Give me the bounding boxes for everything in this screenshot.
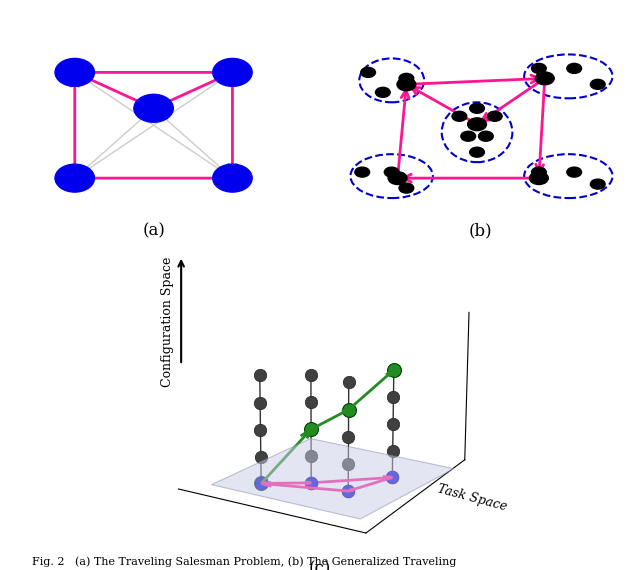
Circle shape <box>531 167 547 177</box>
Circle shape <box>397 78 416 91</box>
Circle shape <box>567 63 582 74</box>
Circle shape <box>535 72 554 85</box>
Circle shape <box>590 79 605 89</box>
Circle shape <box>212 59 252 86</box>
Circle shape <box>529 172 548 185</box>
Text: Configuration Space: Configuration Space <box>161 257 174 387</box>
Title: (c): (c) <box>309 561 331 570</box>
Circle shape <box>590 179 605 189</box>
Title: (b): (b) <box>468 223 492 239</box>
Circle shape <box>399 74 414 83</box>
Circle shape <box>355 167 370 177</box>
Circle shape <box>470 103 484 113</box>
Circle shape <box>212 164 252 192</box>
Title: (a): (a) <box>142 223 165 239</box>
Circle shape <box>567 167 582 177</box>
Circle shape <box>461 131 476 141</box>
Text: Task Space: Task Space <box>436 482 508 514</box>
Circle shape <box>361 67 376 78</box>
Circle shape <box>488 111 502 121</box>
Circle shape <box>531 63 547 74</box>
Circle shape <box>55 59 95 86</box>
Circle shape <box>384 167 399 177</box>
Circle shape <box>468 118 486 131</box>
Circle shape <box>388 172 407 185</box>
Circle shape <box>452 111 467 121</box>
Circle shape <box>399 183 414 193</box>
Circle shape <box>134 95 173 122</box>
Circle shape <box>55 164 95 192</box>
Circle shape <box>479 131 493 141</box>
Text: Fig. 2   (a) The Traveling Salesman Problem, (b) The Generalized Traveling: Fig. 2 (a) The Traveling Salesman Proble… <box>32 556 456 567</box>
Circle shape <box>470 147 484 157</box>
Circle shape <box>376 87 390 97</box>
